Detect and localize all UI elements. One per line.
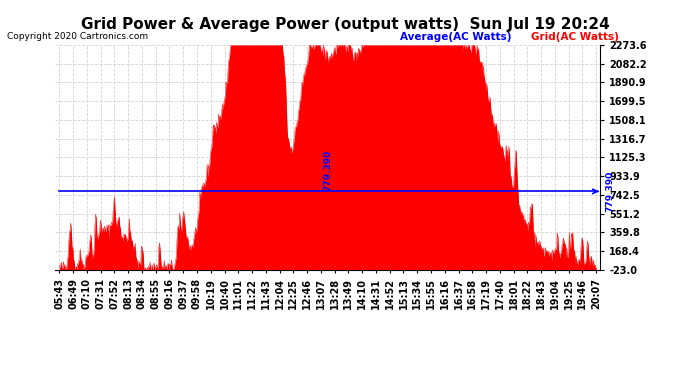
Text: Average(AC Watts): Average(AC Watts) bbox=[400, 32, 512, 42]
Text: Grid Power & Average Power (output watts)  Sun Jul 19 20:24: Grid Power & Average Power (output watts… bbox=[81, 17, 609, 32]
Text: 779.390: 779.390 bbox=[323, 150, 333, 191]
Text: Copyright 2020 Cartronics.com: Copyright 2020 Cartronics.com bbox=[7, 32, 148, 41]
Text: 779.390: 779.390 bbox=[606, 171, 615, 212]
Text: Grid(AC Watts): Grid(AC Watts) bbox=[531, 32, 619, 42]
